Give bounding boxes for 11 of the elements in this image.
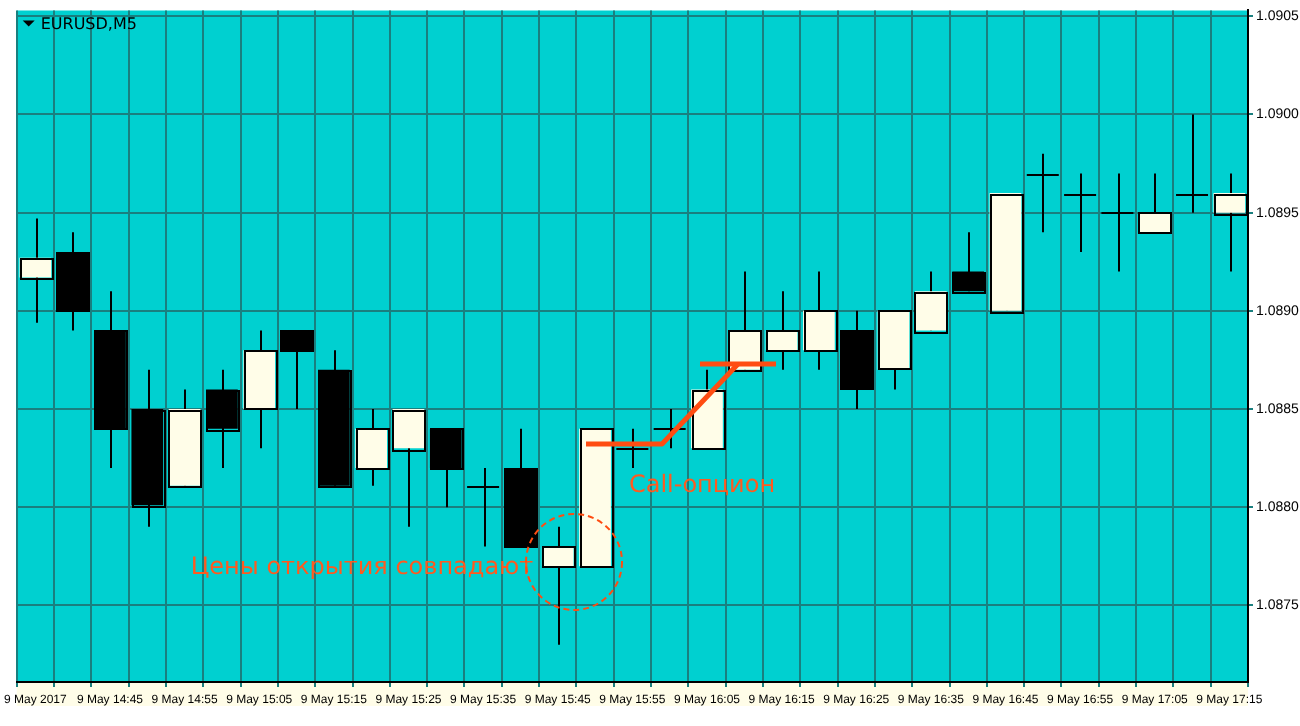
annotation: Цены открытия совпадают	[190, 552, 534, 581]
candlestick	[466, 466, 501, 548]
candlestick	[429, 427, 464, 509]
candlestick	[206, 368, 240, 469]
candlestick	[1025, 152, 1060, 234]
candlestick	[652, 408, 687, 450]
candlestick	[1175, 113, 1210, 214]
candlestick	[1063, 172, 1098, 253]
annotation: Call-опцион	[628, 470, 776, 499]
chart-title: EURUSD,M5	[40, 14, 137, 33]
candlestick	[1100, 172, 1135, 273]
